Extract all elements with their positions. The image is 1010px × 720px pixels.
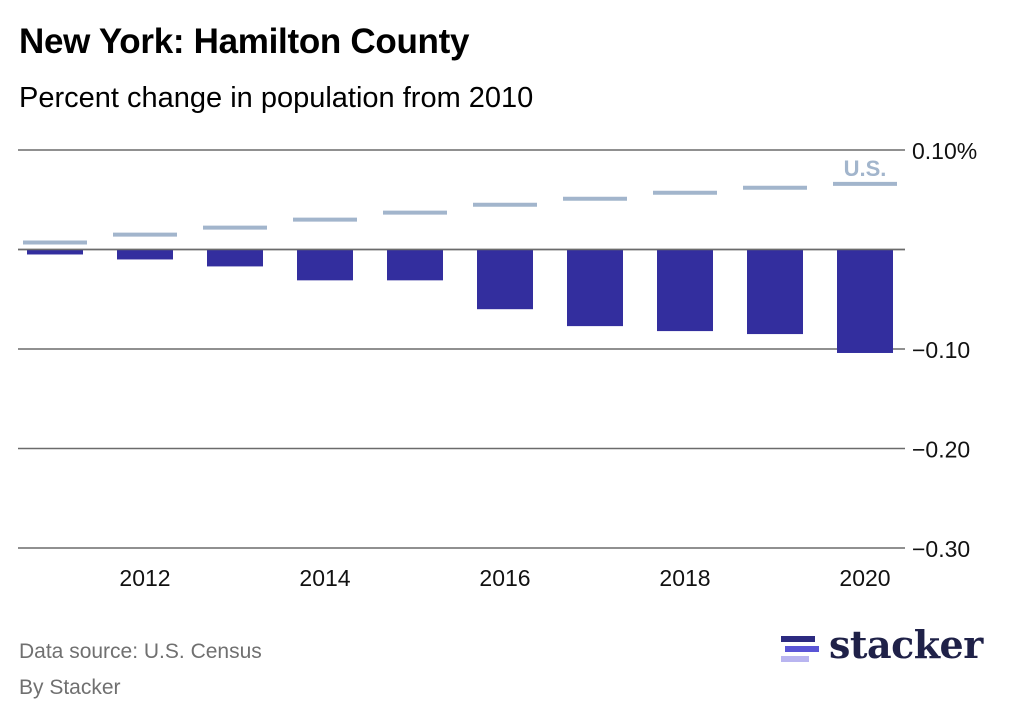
county-bar-2013 <box>207 249 263 267</box>
logo-bar-top <box>781 636 815 642</box>
county-bar-2015 <box>387 249 443 281</box>
x-axis-labels: 2012 2014 2016 2018 2020 <box>119 565 890 591</box>
county-bar-2012 <box>117 249 173 260</box>
x-tick-label: 2012 <box>119 565 170 591</box>
y-axis-labels: 0.10% −0.10 −0.20 −0.30 <box>912 138 977 562</box>
logo-bar-bottom <box>781 656 809 662</box>
chart-area: 0.10%−0.10−0.20−0.30 U.S. 2012 2014 2016 20… <box>18 138 977 591</box>
x-tick-label: 2020 <box>839 565 890 591</box>
chart-title: New York: Hamilton County <box>19 22 470 61</box>
county-bar-2018 <box>657 249 713 332</box>
x-tick-label: 2014 <box>299 565 350 591</box>
x-tick-label: 2018 <box>659 565 710 591</box>
county-bars <box>18 248 905 353</box>
y-tick-label: −0.10 <box>912 337 970 363</box>
chart-subtitle: Percent change in population from 2010 <box>19 82 534 114</box>
stacker-logo: stacker <box>781 622 1001 670</box>
stacker-logo-text: stacker <box>829 622 983 667</box>
logo-bar-middle <box>785 646 819 652</box>
y-tick-label: 0.10% <box>912 138 977 164</box>
county-bar-2016 <box>477 249 533 310</box>
county-bar-2017 <box>567 249 623 327</box>
county-bar-2014 <box>297 249 353 281</box>
us-markers: U.S. <box>23 156 897 245</box>
byline: By Stacker <box>19 676 121 699</box>
county-bar-2019 <box>747 249 803 335</box>
y-tick-label: −0.30 <box>912 536 970 562</box>
data-source: Data source: U.S. Census <box>19 640 262 663</box>
gridlines <box>18 149 905 549</box>
y-tick-label: −0.20 <box>912 437 970 463</box>
x-tick-label: 2016 <box>479 565 530 591</box>
county-bar-2020 <box>837 249 893 353</box>
county-bar-2011 <box>27 249 83 255</box>
us-series-label: U.S. <box>844 156 887 181</box>
